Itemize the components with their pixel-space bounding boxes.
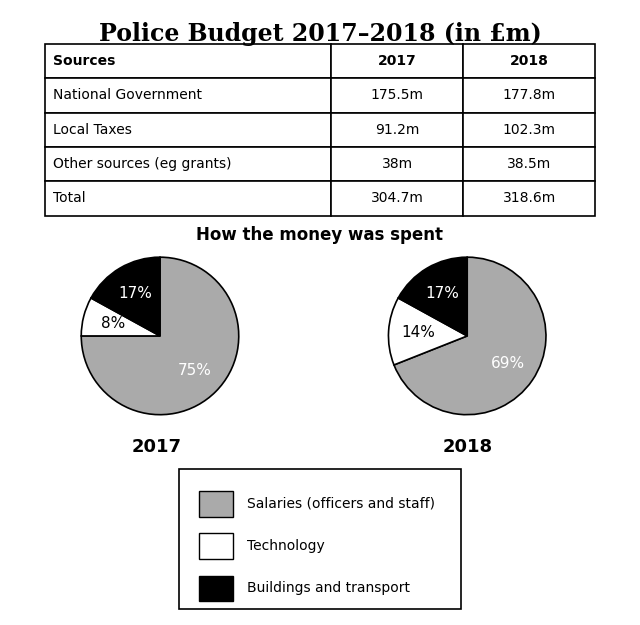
Text: National Government: National Government xyxy=(53,88,202,102)
Text: 2018: 2018 xyxy=(509,54,548,68)
Bar xyxy=(199,576,233,601)
Wedge shape xyxy=(394,258,546,414)
Text: 38m: 38m xyxy=(381,157,413,171)
Text: 2017: 2017 xyxy=(132,438,182,456)
Wedge shape xyxy=(91,258,160,336)
Text: How the money was spent: How the money was spent xyxy=(196,226,444,244)
Text: Local Taxes: Local Taxes xyxy=(53,122,132,137)
Text: 8%: 8% xyxy=(100,316,125,331)
Bar xyxy=(45,181,331,216)
Bar xyxy=(463,147,595,181)
Text: 177.8m: 177.8m xyxy=(502,88,556,102)
Text: 17%: 17% xyxy=(118,286,152,301)
Bar xyxy=(331,112,463,147)
Wedge shape xyxy=(388,298,467,365)
Text: 17%: 17% xyxy=(426,286,460,301)
Text: 2017: 2017 xyxy=(378,54,417,68)
Bar xyxy=(463,112,595,147)
Bar xyxy=(331,44,463,78)
Bar xyxy=(45,44,331,78)
Bar xyxy=(463,44,595,78)
Bar xyxy=(331,78,463,112)
Text: 175.5m: 175.5m xyxy=(371,88,424,102)
Wedge shape xyxy=(81,298,160,336)
Text: Police Budget 2017–2018 (in £m): Police Budget 2017–2018 (in £m) xyxy=(99,22,541,46)
Bar xyxy=(463,181,595,216)
Wedge shape xyxy=(398,258,467,336)
Bar xyxy=(199,491,233,516)
Text: Buildings and transport: Buildings and transport xyxy=(247,581,410,595)
Bar xyxy=(45,78,331,112)
Bar xyxy=(45,147,331,181)
Text: 102.3m: 102.3m xyxy=(502,122,556,137)
Text: Salaries (officers and staff): Salaries (officers and staff) xyxy=(247,497,435,511)
Bar xyxy=(463,78,595,112)
Text: Technology: Technology xyxy=(247,539,324,553)
Text: 318.6m: 318.6m xyxy=(502,191,556,206)
Text: 75%: 75% xyxy=(177,363,211,378)
Bar xyxy=(45,112,331,147)
Text: 38.5m: 38.5m xyxy=(507,157,551,171)
Bar xyxy=(199,533,233,559)
Text: Total: Total xyxy=(53,191,86,206)
Wedge shape xyxy=(81,258,239,414)
Text: Other sources (eg grants): Other sources (eg grants) xyxy=(53,157,232,171)
Text: 2018: 2018 xyxy=(442,438,492,456)
Text: 304.7m: 304.7m xyxy=(371,191,424,206)
Text: Sources: Sources xyxy=(53,54,115,68)
Bar xyxy=(331,147,463,181)
Text: 14%: 14% xyxy=(401,326,435,341)
Bar xyxy=(331,181,463,216)
Text: 69%: 69% xyxy=(490,356,525,371)
Text: 91.2m: 91.2m xyxy=(375,122,419,137)
